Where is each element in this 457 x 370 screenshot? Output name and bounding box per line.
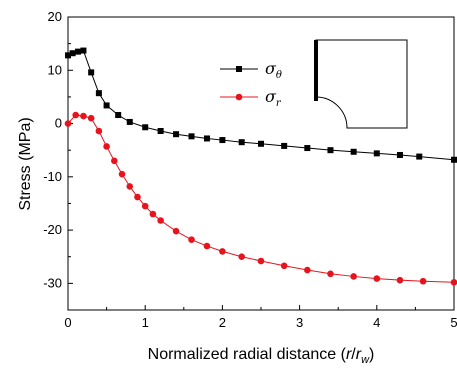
data-point-series-1 [280, 262, 288, 270]
x-tick-label: 1 [142, 315, 149, 330]
data-point-series-1 [304, 266, 311, 274]
inset-schematic [314, 39, 408, 129]
data-point-series-1 [103, 143, 110, 150]
data-point-series-0 [238, 139, 245, 146]
data-point-series-0 [88, 69, 95, 76]
data-point-series-0 [350, 148, 357, 155]
data-point-series-1 [396, 276, 404, 284]
legend-label-sigma-r: σr [265, 87, 282, 109]
legend-sigma-theta-symbol: σ [265, 59, 277, 78]
data-point-series-1 [87, 114, 95, 122]
x-tick-label: 4 [373, 315, 380, 330]
y-tick-label: -30 [43, 275, 62, 290]
series-line-1 [67, 114, 455, 283]
data-point-series-0 [69, 50, 76, 57]
legend-marker-sigma-theta [236, 66, 242, 72]
data-point-series-1 [373, 275, 381, 282]
data-point-series-1 [95, 127, 103, 135]
data-point-series-1 [126, 183, 134, 190]
data-point-series-0 [281, 142, 288, 149]
x-tick-label: 0 [64, 315, 71, 330]
data-point-series-0 [327, 147, 334, 154]
data-point-series-1 [219, 248, 226, 255]
y-tick-label: -20 [43, 222, 62, 237]
data-point-series-1 [64, 120, 72, 127]
data-point-series-0 [396, 151, 403, 158]
data-point-series-1 [149, 210, 157, 218]
data-point-series-0 [188, 133, 195, 140]
y-tick-label: -10 [43, 169, 62, 184]
data-point-series-0 [142, 124, 149, 131]
data-point-series-0 [80, 47, 87, 54]
legend: σθ σr [220, 59, 282, 109]
data-point-series-1 [188, 236, 195, 243]
data-point-series-0 [157, 128, 164, 135]
y-axis-title: Stress (MPa) [17, 117, 34, 210]
data-point-series-1 [134, 193, 141, 201]
x-tick-label: 2 [219, 315, 226, 330]
y-tick-label: 0 [55, 116, 62, 131]
x-axis-title: Normalized radial distance (r/rw) [148, 346, 375, 366]
data-point-series-0 [65, 52, 71, 59]
data-point-series-1 [157, 217, 164, 224]
legend-label-sigma-theta: σθ [265, 59, 282, 81]
data-point-series-0 [219, 137, 226, 144]
data-point-series-1 [419, 277, 427, 285]
data-point-series-0 [115, 112, 122, 119]
data-point-series-1 [238, 253, 245, 261]
data-point-series-0 [203, 135, 210, 142]
data-point-series-1 [172, 227, 180, 235]
legend-sigma-theta-sub: θ [276, 70, 282, 81]
data-point-series-0 [304, 145, 311, 152]
data-point-series-1 [141, 202, 149, 210]
data-point-series-1 [327, 270, 334, 278]
data-point-series-0 [416, 153, 423, 160]
inset-outline [315, 39, 408, 129]
legend-marker-sigma-r [235, 93, 243, 101]
legend-sigma-r-sub: r [276, 98, 282, 109]
y-tick-label: 10 [48, 62, 62, 77]
axis-ticks [67, 16, 455, 311]
data-point-series-0 [258, 140, 264, 147]
y-tick-label: 20 [48, 9, 62, 24]
x-tick-label: 5 [450, 315, 457, 330]
data-point-series-0 [75, 48, 82, 55]
data-point-series-1 [72, 111, 80, 119]
legend-sigma-r-symbol: σ [265, 87, 277, 106]
data-point-series-1 [450, 278, 457, 286]
data-point-series-1 [80, 112, 87, 120]
data-point-series-0 [373, 150, 380, 157]
data-point-series-0 [451, 156, 457, 163]
axis-tick-labels: 0 1 2 3 4 5 20 10 0 -10 -20 -30 [43, 9, 457, 330]
data-point-series-0 [126, 118, 133, 125]
x-tick-label: 3 [296, 315, 303, 330]
data-point-series-0 [103, 102, 110, 109]
data-point-series-1 [118, 170, 126, 178]
data-point-series-0 [95, 90, 102, 97]
data-point-series-1 [203, 242, 211, 250]
series-layer [64, 47, 457, 286]
data-point-series-1 [111, 157, 118, 165]
data-point-series-1 [257, 257, 265, 265]
data-point-series-0 [173, 131, 180, 138]
data-point-series-1 [350, 273, 357, 280]
